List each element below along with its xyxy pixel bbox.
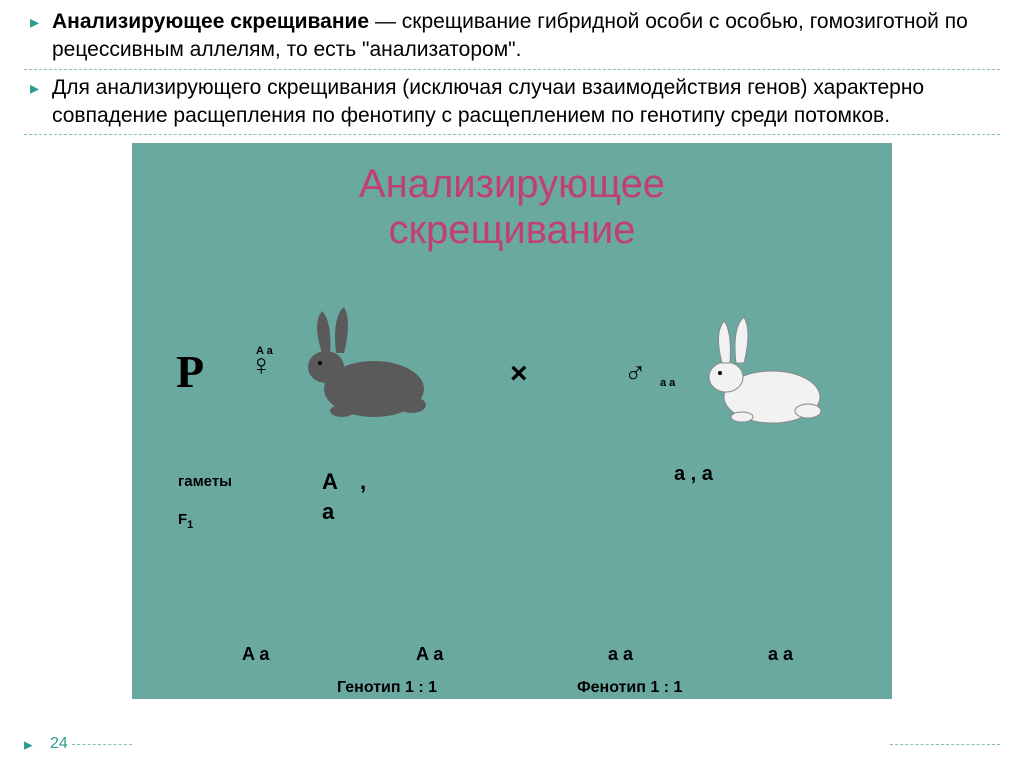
rabbit-dark-icon [282,303,442,423]
offspring-genotype: a a [768,644,793,665]
bullet-item: Анализирующее скрещивание — скрещивание … [24,8,1000,70]
footer-arrow-icon: ▸ [24,735,33,755]
bullet-text: Для анализирующего скрещивания (исключая… [52,76,924,127]
gamete-left-comma: , [360,469,366,495]
bullet-list: Анализирующее скрещивание — скрещивание … [24,8,1000,135]
footer-line [890,744,1000,745]
footer-line [72,744,132,745]
bullet-bold: Анализирующее скрещивание [52,10,369,33]
f1-text: F [178,511,187,528]
offspring-genotype: a a [608,644,633,665]
bullet-item: Для анализирующего скрещивания (исключая… [24,74,1000,136]
gamete-left-allele-a: a [322,499,334,525]
f1-sub: 1 [187,519,193,531]
genotype-ratio: Генотип 1 : 1 [337,679,437,697]
p-label: P [176,345,204,398]
parent-row: P A a ♀ × ♂ a a [132,301,892,441]
page-number: 24 [50,735,68,753]
offspring-genotype: A a [416,644,443,665]
gamete-right-alleles: a , a [674,463,713,486]
male-genotype: a a [660,377,675,389]
gamete-left-allele-A: A [322,469,338,495]
diagram-title-line1: Анализирующее [132,161,892,207]
male-symbol-icon: ♂ [624,357,647,391]
cross-symbol: × [510,357,528,391]
diagram: Анализирующее скрещивание P A a ♀ × ♂ [132,143,892,699]
f1-label: F1 [178,511,193,531]
diagram-title: Анализирующее скрещивание [132,161,892,253]
phenotype-ratio: Фенотип 1 : 1 [577,679,682,697]
diagram-title-line2: скрещивание [132,207,892,253]
diagram-container: Анализирующее скрещивание P A a ♀ × ♂ [24,143,1000,699]
offspring-genotype: A a [242,644,269,665]
gametes-label: гаметы [178,473,232,490]
rabbit-light-icon [680,311,840,431]
female-symbol-icon: ♀ [250,349,273,383]
